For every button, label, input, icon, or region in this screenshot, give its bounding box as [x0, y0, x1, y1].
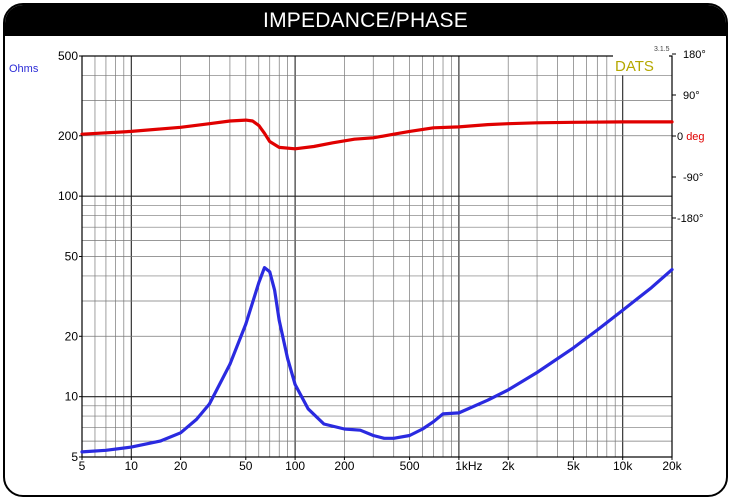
left-axis-tick-labels: 500 200 100 50 20 10 5 [58, 49, 82, 464]
x-axis-tick-labels: 5 10 20 50 100 200 500 1kHz 2k 5k 10k 20k [79, 457, 683, 473]
left-y-tick-label: 10 [65, 390, 79, 404]
left-axis-label: Ohms [9, 63, 39, 75]
version-label: 3.1.5 [654, 46, 670, 53]
left-y-tick-label: 100 [58, 189, 78, 203]
phase-series-line [80, 118, 674, 151]
right-axis-zero: 0 [677, 131, 686, 143]
x-tick-label: 10k [613, 459, 633, 473]
left-y-tick-label: 200 [58, 129, 78, 143]
left-y-tick-label: 20 [65, 329, 79, 343]
dats-logo: DATS [615, 58, 654, 75]
right-axis-unit: deg [686, 131, 704, 143]
x-tick-label: 1kHz [455, 459, 482, 473]
right-y-tick-label: -90° [683, 172, 703, 184]
right-axis-label: 0 deg [677, 131, 705, 143]
left-y-tick-label: 5 [71, 450, 78, 464]
x-tick-label: 10 [125, 459, 139, 473]
left-y-tick-label: 50 [65, 250, 79, 264]
x-tick-label: 500 [400, 459, 420, 473]
series-layer [80, 118, 674, 454]
right-y-tick-label: -180° [677, 213, 703, 225]
x-tick-label: 5 [79, 459, 86, 473]
x-tick-label: 2k [502, 459, 516, 473]
impedance-series-line [80, 266, 674, 454]
right-y-tick-label: 180° [683, 49, 706, 61]
right-y-tick-label: 90° [683, 90, 700, 102]
x-tick-label: 50 [239, 459, 253, 473]
x-tick-label: 100 [285, 459, 305, 473]
grid [81, 56, 673, 457]
x-tick-label: 20k [662, 459, 682, 473]
x-tick-label: 5k [567, 459, 581, 473]
x-tick-label: 200 [334, 459, 354, 473]
logo-background [613, 55, 669, 75]
right-axis-tick-labels: 180° 90° -90° -180° [672, 49, 706, 225]
left-y-tick-label: 500 [58, 49, 78, 63]
x-tick-label: 20 [174, 459, 188, 473]
chart-title: IMPEDANCE/PHASE [5, 5, 726, 36]
